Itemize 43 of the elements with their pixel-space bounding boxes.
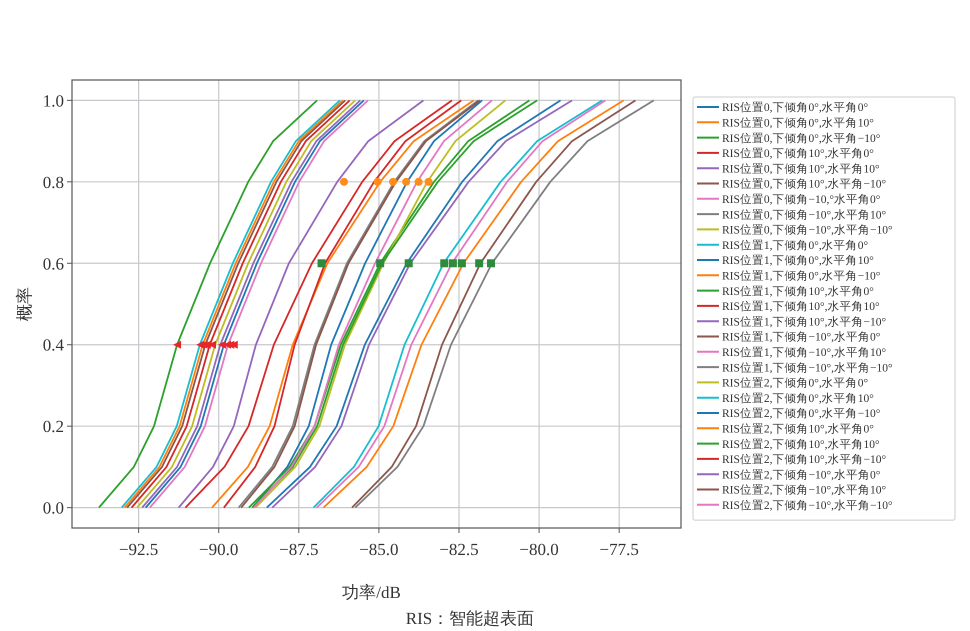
y-tick-label: 0.0 — [42, 498, 64, 518]
legend-label: RIS位置0,下倾角0°,水平角−10° — [722, 132, 881, 145]
x-tick-label: −90.0 — [199, 540, 238, 559]
x-tick-label: −85.0 — [359, 540, 399, 559]
x-tick-label: −87.5 — [279, 540, 318, 559]
y-tick-label: 1.0 — [42, 91, 64, 110]
legend-label: RIS位置0,下倾角−10°,水平角−10° — [722, 224, 893, 237]
legend-label: RIS位置1,下倾角10°,水平角10° — [722, 300, 880, 314]
y-axis-title: 概率 — [15, 287, 34, 321]
legend-label: RIS位置1,下倾角−10°,水平角0° — [722, 330, 881, 344]
legend-label: RIS位置0,下倾角10°,水平角10° — [722, 162, 880, 176]
legend-label: RIS位置0,下倾角0°,水平角0° — [722, 101, 868, 114]
legend-label: RIS位置1,下倾角−10°,水平角−10° — [722, 361, 893, 374]
legend-label: RIS位置2,下倾角10°,水平角−10° — [722, 453, 886, 466]
y-tick-label: 0.2 — [42, 417, 64, 436]
x-tick-label: −80.0 — [519, 540, 559, 559]
legend-label: RIS位置1,下倾角0°,水平角−10° — [722, 270, 881, 282]
legend-label: RIS位置2,下倾角0°,水平角0° — [722, 376, 868, 390]
legend-label: RIS位置2,下倾角−10°,水平角10° — [722, 484, 886, 497]
text: RIS：智能超表面 — [406, 609, 534, 628]
x-tick-label: −92.5 — [118, 540, 158, 559]
legend-label: RIS位置1,下倾角10°,水平角−10° — [722, 315, 886, 328]
legend-label: RIS位置1,下倾角0°,水平角10° — [722, 254, 874, 268]
y-tick-label: 0.8 — [42, 172, 64, 192]
x-tick-label: −77.5 — [600, 540, 639, 559]
legend-label: RIS位置0,下倾角10°,水平角−10° — [722, 178, 886, 191]
x-axis-title: 功率/dB — [342, 583, 401, 602]
legend-label: RIS位置2,下倾角−10°,水平角0° — [722, 468, 881, 482]
y-tick-label: 0.6 — [42, 254, 64, 274]
legend-label: RIS位置2,下倾角10°,水平角0° — [722, 422, 874, 436]
x-tick-label: −82.5 — [439, 540, 479, 559]
legend-label: RIS位置0,下倾角10°,水平角0° — [722, 147, 874, 160]
legend-label: RIS位置1,下倾角10°,水平角0° — [722, 284, 874, 298]
legend-label: RIS位置0,下倾角0°,水平角10° — [722, 116, 874, 130]
legend-label: RIS位置2,下倾角10°,水平角10° — [722, 438, 880, 451]
y-tick-label: 0.4 — [42, 336, 64, 355]
legend-label: RIS位置2,下倾角−10°,水平角−10° — [722, 499, 893, 512]
legend-label: RIS位置1,下倾角−10°,水平角10° — [722, 346, 886, 359]
legend-label: RIS位置0,下倾角−10,°水平角0° — [722, 193, 881, 206]
legend-label: RIS位置1,下倾角0°,水平角0° — [722, 238, 868, 252]
legend-label: RIS位置2,下倾角0°,水平角10° — [722, 392, 874, 405]
legend-label: RIS位置0,下倾角−10°,水平角10° — [722, 208, 886, 222]
legend-label: RIS位置2,下倾角0°,水平角−10° — [722, 407, 881, 420]
